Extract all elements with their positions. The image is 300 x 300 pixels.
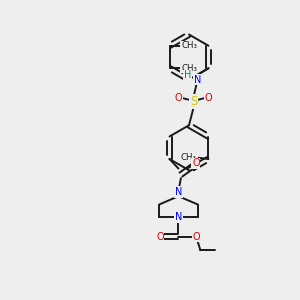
Text: O: O	[175, 93, 182, 103]
Text: H: H	[184, 70, 191, 80]
Text: O: O	[205, 93, 212, 103]
Text: CH₃: CH₃	[181, 153, 197, 162]
Text: CH₃: CH₃	[181, 64, 197, 73]
Text: O: O	[156, 232, 164, 242]
Text: O: O	[192, 232, 200, 242]
Text: N: N	[175, 187, 182, 197]
Text: N: N	[175, 212, 182, 222]
Text: S: S	[190, 95, 197, 108]
Text: O: O	[192, 158, 200, 168]
Text: CH₃: CH₃	[181, 41, 197, 50]
Text: N: N	[194, 75, 201, 85]
